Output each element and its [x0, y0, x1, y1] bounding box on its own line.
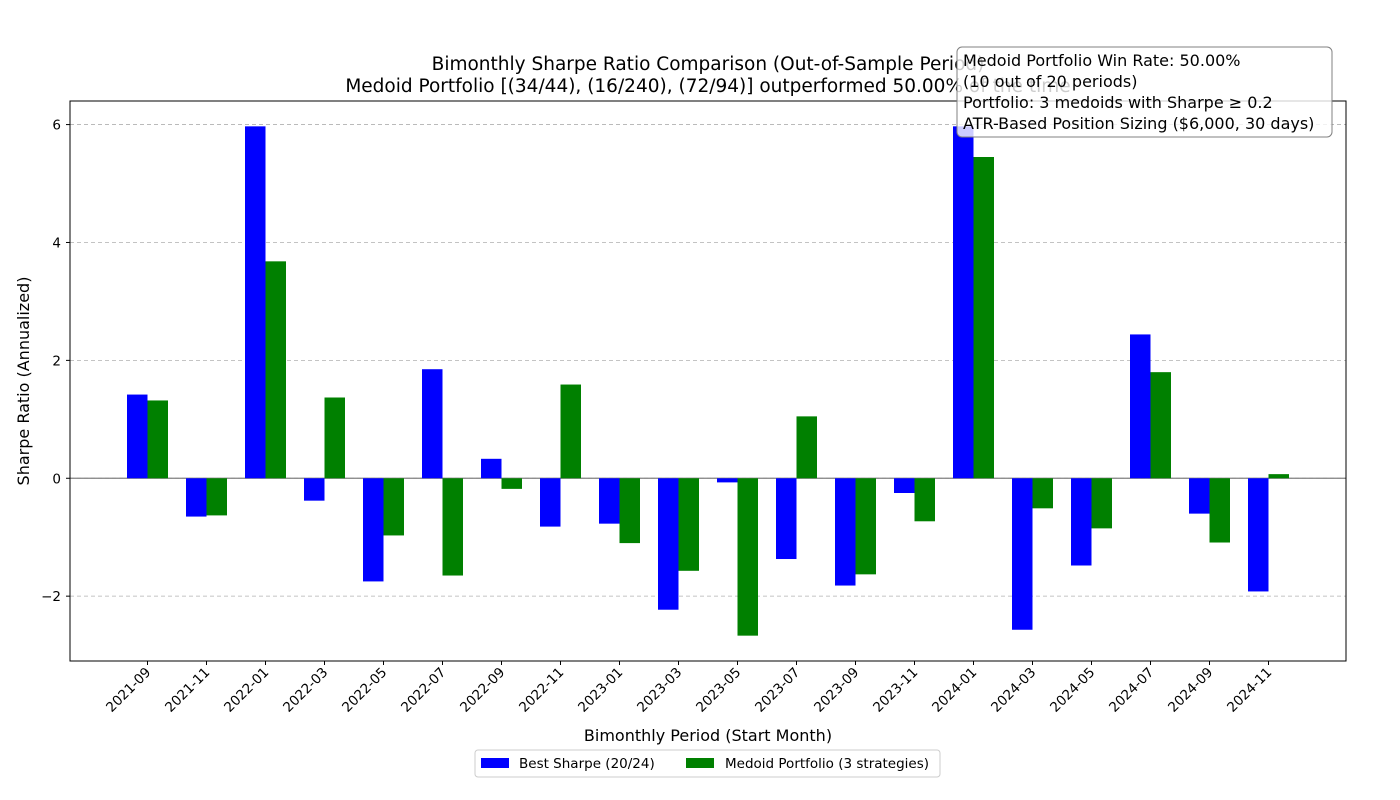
- x-tick-label: 2022-01: [221, 665, 272, 716]
- bar-medoid-portfolio: [265, 261, 286, 479]
- x-tick-label: 2024-05: [1047, 665, 1098, 716]
- x-tick-label: 2024-03: [988, 665, 1039, 716]
- bar-medoid-portfolio: [796, 416, 817, 479]
- y-tick-label: 0: [52, 471, 61, 487]
- y-tick-label: −2: [41, 589, 61, 605]
- x-tick-label: 2023-11: [870, 665, 921, 716]
- x-tick-label: 2023-09: [811, 665, 862, 716]
- bar-medoid-portfolio: [678, 478, 699, 571]
- bar-best-sharpe: [835, 478, 856, 586]
- bar-medoid-portfolio: [737, 478, 758, 636]
- bar-medoid-portfolio: [973, 157, 994, 479]
- x-tick-label: 2023-07: [752, 665, 803, 716]
- bar-medoid-portfolio: [914, 478, 935, 522]
- bar-medoid-portfolio: [1268, 474, 1289, 479]
- x-tick-label: 2023-01: [575, 665, 626, 716]
- x-tick-label: 2023-05: [693, 665, 744, 716]
- bar-medoid-portfolio: [1032, 478, 1053, 509]
- bar-best-sharpe: [658, 478, 679, 610]
- bar-medoid-portfolio: [147, 400, 168, 479]
- info-annotation-box: Medoid Portfolio Win Rate: 50.00% (10 ou…: [956, 46, 1333, 138]
- x-tick-label: 2022-09: [457, 665, 508, 716]
- bar-best-sharpe: [304, 478, 325, 501]
- bar-best-sharpe: [363, 478, 384, 582]
- x-tick-label: 2022-03: [280, 665, 331, 716]
- bar-medoid-portfolio: [324, 397, 345, 479]
- bar-best-sharpe: [127, 394, 148, 479]
- bar-medoid-portfolio: [1209, 478, 1230, 543]
- info-line-position-sizing: ATR-Based Position Sizing ($6,000, 30 da…: [963, 114, 1314, 133]
- bar-medoid-portfolio: [855, 478, 876, 575]
- x-tick-label: 2022-05: [339, 665, 390, 716]
- bar-best-sharpe: [481, 458, 502, 479]
- bar-medoid-portfolio: [619, 478, 640, 544]
- bar-best-sharpe: [1071, 478, 1092, 566]
- bar-medoid-portfolio: [442, 478, 463, 576]
- bar-best-sharpe: [186, 478, 207, 517]
- x-axis-label: Bimonthly Period (Start Month): [584, 726, 832, 745]
- bar-best-sharpe: [894, 478, 915, 493]
- x-tick-label: 2021-11: [162, 665, 213, 716]
- bar-best-sharpe: [776, 478, 797, 560]
- bar-best-sharpe: [717, 478, 738, 483]
- y-tick-label: 4: [52, 235, 61, 251]
- bar-medoid-portfolio: [1150, 372, 1171, 479]
- x-tick-label: 2022-07: [398, 665, 449, 716]
- bar-medoid-portfolio: [501, 478, 522, 489]
- chart-title-line2: Medoid Portfolio [(34/44), (16/240), (72…: [345, 76, 1070, 97]
- x-tick-label: 2023-03: [634, 665, 685, 716]
- info-line-portfolio: Portfolio: 3 medoids with Sharpe ≥ 0.2: [963, 93, 1273, 112]
- info-line-win-rate: Medoid Portfolio Win Rate: 50.00%: [963, 51, 1241, 70]
- bar-best-sharpe: [953, 126, 974, 479]
- bar-best-sharpe: [1189, 478, 1210, 514]
- legend-swatch-medoid-portfolio: [686, 758, 714, 768]
- y-axis-ticks: −2 0 2 4 6: [41, 118, 70, 605]
- info-box-frame: [956, 46, 1333, 138]
- bar-best-sharpe: [599, 478, 620, 524]
- bar-medoid-portfolio: [1091, 478, 1112, 529]
- bar-best-sharpe: [422, 369, 443, 479]
- y-axis-label: Sharpe Ratio (Annualized): [14, 277, 33, 486]
- x-tick-label: 2024-11: [1224, 665, 1275, 716]
- x-tick-label: 2022-11: [516, 665, 567, 716]
- bars: [127, 126, 1289, 636]
- legend-swatch-best-sharpe: [481, 758, 509, 768]
- x-axis-ticks: 2021-09 2021-11 2022-01 2022-03 2022-05 2022-…: [103, 661, 1275, 716]
- bar-medoid-portfolio: [206, 478, 227, 516]
- bar-medoid-portfolio: [560, 384, 581, 479]
- bar-best-sharpe: [540, 478, 561, 527]
- bar-best-sharpe: [1012, 478, 1033, 630]
- legend: Best Sharpe (20/24) Medoid Portfolio (3 …: [474, 749, 941, 778]
- bar-best-sharpe: [1130, 334, 1151, 479]
- plot-frame: [69, 100, 1347, 662]
- x-tick-label: 2024-07: [1106, 665, 1157, 716]
- chart-title-line1: Bimonthly Sharpe Ratio Comparison (Out-o…: [432, 54, 985, 75]
- y-tick-label: 2: [52, 353, 61, 369]
- info-line-periods: (10 out of 20 periods): [963, 72, 1137, 91]
- x-tick-label: 2021-09: [103, 665, 154, 716]
- legend-label-best-sharpe: Best Sharpe (20/24): [519, 756, 655, 772]
- bar-best-sharpe: [245, 126, 266, 479]
- bar-best-sharpe: [1248, 478, 1269, 592]
- bar-medoid-portfolio: [383, 478, 404, 536]
- y-tick-label: 6: [52, 118, 61, 134]
- x-tick-label: 2024-09: [1165, 665, 1216, 716]
- legend-label-medoid-portfolio: Medoid Portfolio (3 strategies): [725, 756, 929, 772]
- x-tick-label: 2024-01: [929, 665, 980, 716]
